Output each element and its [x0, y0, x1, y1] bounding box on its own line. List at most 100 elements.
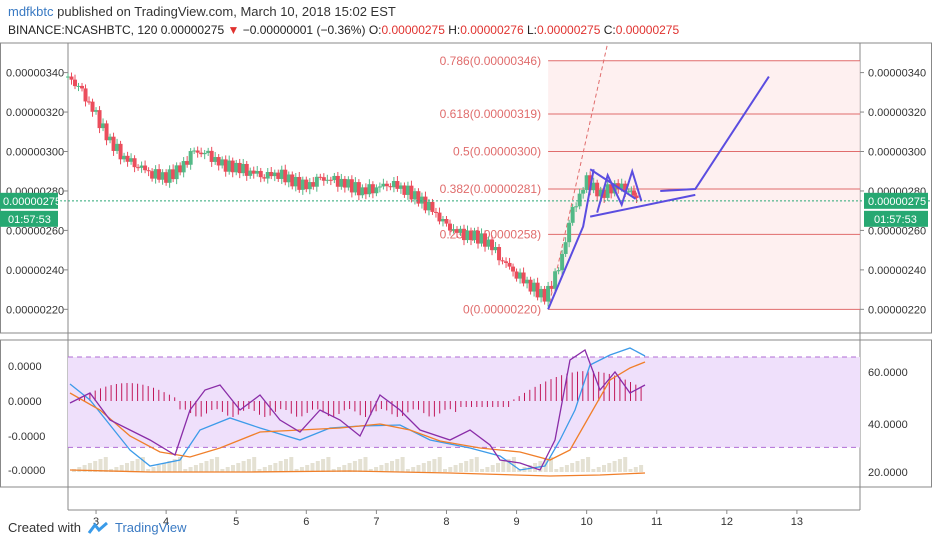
- volume-bar: [236, 463, 241, 472]
- volume-bar: [299, 467, 304, 472]
- x-tick-label: 3: [93, 516, 99, 528]
- x-tick-label: 8: [443, 516, 449, 528]
- candle-body: [581, 189, 586, 194]
- low-value: 0.00000275: [537, 23, 601, 37]
- candle-body: [595, 182, 600, 197]
- candle-body: [353, 182, 358, 193]
- candle-body: [125, 155, 130, 162]
- volume-bar: [140, 457, 145, 472]
- fib-level-label: 0.382(0.00000281): [440, 182, 541, 196]
- candle-body: [209, 150, 214, 162]
- volume-bar: [501, 461, 506, 472]
- candle-body: [171, 169, 176, 180]
- y-tick-label-left: 0.00000340: [6, 68, 64, 80]
- volume-bar: [135, 459, 140, 472]
- volume-bar: [517, 469, 522, 472]
- volume-bar: [125, 463, 129, 472]
- open-label: O:: [368, 23, 382, 37]
- candle-body: [132, 158, 137, 168]
- candle-body: [195, 150, 200, 153]
- candle-body: [234, 162, 239, 173]
- candle-body: [381, 183, 386, 187]
- candle-body: [553, 271, 558, 289]
- volume-bar: [151, 467, 156, 472]
- author-link[interactable]: mdfkbtc: [8, 4, 54, 19]
- fib-level-label: 0.786(0.00000346): [440, 54, 541, 68]
- candle-body: [265, 172, 270, 179]
- candle-body: [143, 165, 148, 171]
- x-tick-label: 11: [651, 516, 662, 528]
- candle-body: [395, 181, 400, 189]
- candle-body: [90, 101, 95, 112]
- volume-bar: [199, 463, 204, 472]
- candle-body: [623, 183, 628, 193]
- candle-body: [542, 288, 547, 302]
- candle-body: [419, 196, 424, 204]
- candle-body: [634, 195, 639, 199]
- volume-bar: [405, 469, 410, 472]
- candle-body: [87, 101, 92, 103]
- y-tick-label-right: 0.00000300: [868, 147, 926, 159]
- candle-body: [286, 174, 291, 183]
- fib-zone: [548, 60, 860, 310]
- candle-body: [80, 85, 85, 89]
- candle-body: [363, 187, 368, 195]
- volume-bar: [289, 457, 294, 472]
- candle-body: [577, 193, 582, 207]
- volume-bar: [331, 469, 336, 472]
- volume-bar: [554, 469, 559, 472]
- volume-bar: [607, 463, 612, 472]
- volume-bar: [395, 459, 400, 472]
- x-tick-label: 13: [791, 516, 803, 528]
- volume-bar: [93, 461, 98, 472]
- volume-bar: [347, 463, 352, 472]
- candle-body: [370, 184, 375, 194]
- candle-body: [311, 182, 316, 187]
- osc-y-label-right: 40.0000: [868, 419, 908, 431]
- candle-body: [560, 253, 565, 271]
- candle-body: [570, 206, 575, 223]
- candle-body: [220, 159, 225, 166]
- candle-body: [216, 157, 221, 166]
- down-arrow-icon: ▼: [227, 23, 240, 37]
- y-tick-label-right: 0.00000320: [868, 107, 926, 119]
- y-tick-label-right: 0.00000340: [868, 68, 926, 80]
- tradingview-brand-link[interactable]: TradingView: [114, 520, 187, 535]
- volume-bar: [156, 465, 161, 472]
- candle-body: [188, 151, 193, 165]
- candle-body: [227, 160, 232, 172]
- candle-body: [304, 179, 309, 190]
- candle-body: [629, 190, 634, 192]
- symbol-label: BINANCE:NCASHBTC, 120: [8, 23, 158, 37]
- candle-body: [374, 187, 379, 194]
- candle-body: [511, 266, 516, 272]
- candle-body: [108, 136, 113, 141]
- volume-bar: [241, 461, 246, 472]
- candle-body: [118, 143, 123, 160]
- candle-body: [588, 175, 593, 191]
- candle-body: [609, 184, 614, 194]
- volume-bar: [172, 459, 177, 472]
- volume-bar: [167, 461, 172, 472]
- candle-body: [384, 183, 389, 187]
- candle-body: [454, 229, 459, 233]
- y-tick-label-right: 0.00000240: [868, 265, 926, 277]
- candle-body: [139, 165, 144, 168]
- volume-bar: [188, 467, 193, 472]
- candle-body: [325, 179, 330, 181]
- volume-bar: [183, 469, 188, 472]
- candle-body: [433, 211, 438, 213]
- candle-body: [591, 182, 596, 191]
- volume-bar: [411, 467, 416, 472]
- volume-bar: [114, 467, 119, 472]
- candle-body: [563, 242, 568, 254]
- volume-bar: [368, 469, 373, 472]
- candle-body: [476, 230, 481, 244]
- countdown-badge-left: [0, 210, 58, 227]
- candle-body: [157, 169, 162, 180]
- candle-body: [346, 179, 351, 188]
- volume-bar: [602, 465, 606, 472]
- x-tick-label: 7: [373, 516, 379, 528]
- volume-bar: [315, 461, 320, 472]
